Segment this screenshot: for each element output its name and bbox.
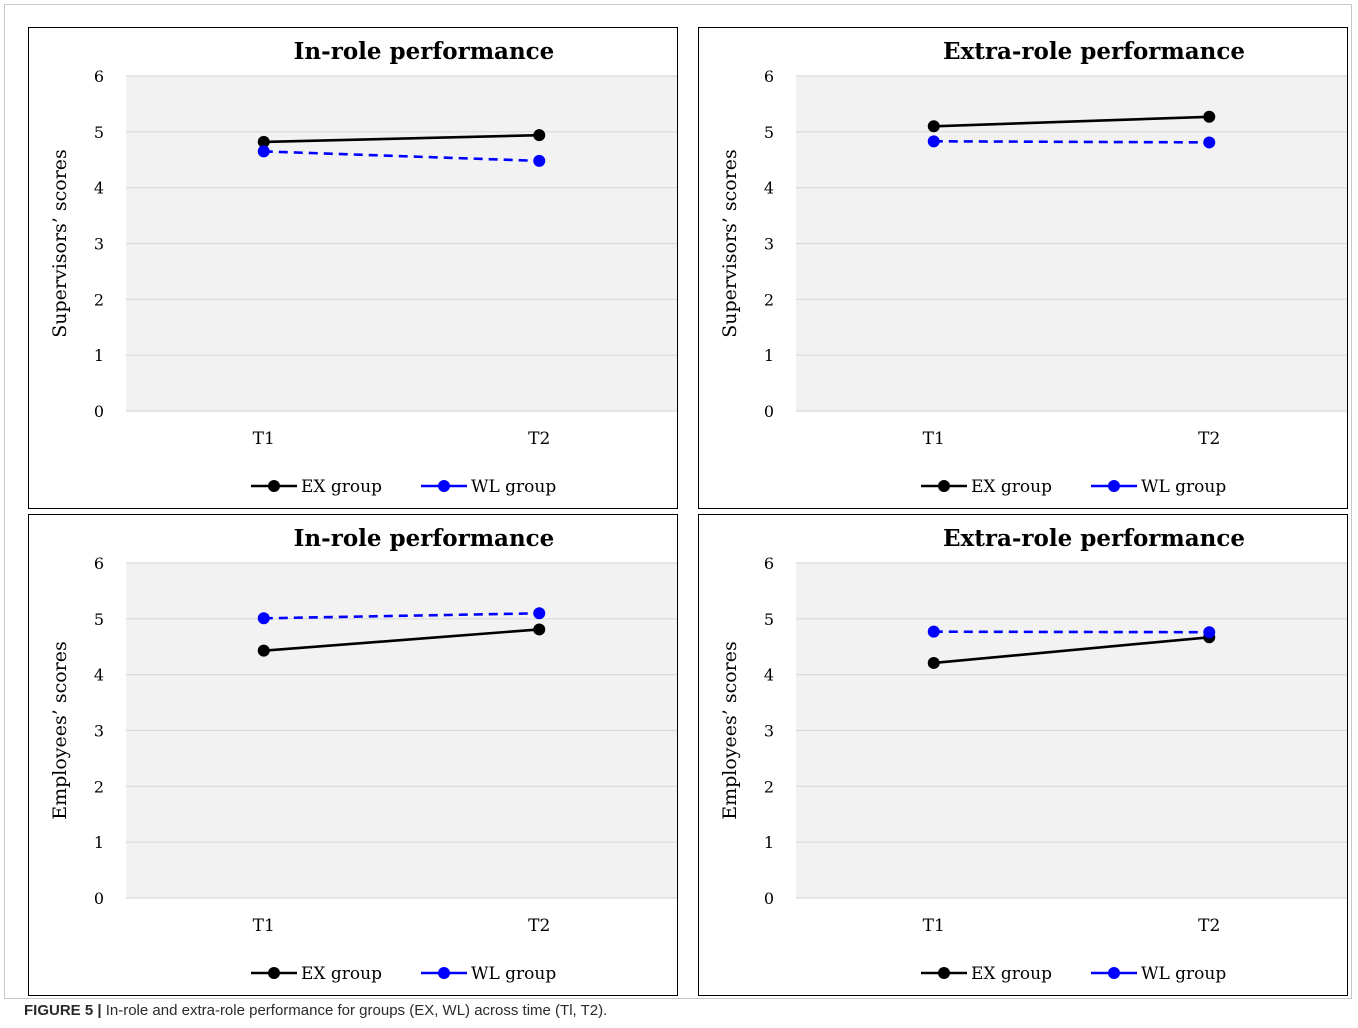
data-point: [533, 154, 546, 167]
y-tick-label: 1: [94, 833, 104, 852]
series-line: [263, 150, 540, 163]
chart-title: Extra-role performance: [943, 525, 1245, 552]
y-axis-label: Supervisors’ scores: [49, 149, 71, 338]
y-tick-label: 2: [764, 290, 774, 309]
y-tick-label: 5: [764, 610, 774, 629]
y-tick-label: 6: [764, 67, 774, 86]
chart-title: Extra-role performance: [943, 38, 1245, 65]
x-tick-label: T1: [923, 916, 945, 936]
data-point: [1203, 626, 1216, 639]
y-tick-label: 2: [94, 290, 104, 309]
y-axis-label: Employees’ scores: [719, 641, 741, 820]
data-point: [533, 129, 546, 142]
legend-label: WL group: [471, 477, 556, 497]
series-line: [263, 133, 540, 144]
data-point: [533, 607, 546, 620]
y-axis-label: Employees’ scores: [49, 641, 71, 820]
series-line: [263, 628, 540, 652]
y-tick-label: 2: [764, 777, 774, 796]
y-tick-label: 5: [94, 123, 104, 142]
data-point: [927, 135, 940, 148]
y-tick-label: 4: [764, 666, 774, 685]
line-chart: 0 1 2 3 4 5 6 T1 T2 Extra-role performance Employe…: [719, 525, 1347, 984]
legend-marker: [268, 967, 280, 979]
data-point: [257, 135, 270, 148]
legend-label: EX group: [971, 964, 1052, 984]
legend-label: WL group: [471, 964, 556, 984]
chart-title: In-role performance: [294, 38, 555, 65]
y-tick-label: 3: [764, 722, 774, 741]
x-tick-label: T2: [1198, 916, 1220, 936]
series-line: [263, 612, 540, 620]
y-tick-label: 0: [764, 889, 774, 908]
series-line: [933, 636, 1210, 665]
y-tick-label: 6: [94, 67, 104, 86]
x-tick-label: T1: [253, 916, 275, 936]
legend-label: EX group: [971, 477, 1052, 497]
y-tick-label: 1: [764, 346, 774, 365]
data-point: [927, 625, 940, 638]
series-line: [933, 140, 1210, 144]
figure-caption-text: In-role and extra-role performance for g…: [105, 1002, 608, 1019]
legend-label: WL group: [1141, 964, 1226, 984]
series-line: [933, 115, 1210, 128]
figure-caption: FIGURE 5 | In-role and extra-role perfor…: [24, 1002, 1344, 1019]
data-point: [533, 623, 546, 636]
legend-marker: [438, 480, 450, 492]
figure-label: FIGURE 5 |: [24, 1002, 102, 1019]
legend-label: WL group: [1141, 477, 1226, 497]
series-line: [933, 630, 1210, 634]
y-tick-label: 2: [94, 777, 104, 796]
line-chart: 0 1 2 3 4 5 6 T1 T2 In-role performance Employees’…: [49, 525, 677, 984]
chart-panel-supervisors-in-role: 0 1 2 3 4 5 6 T1 T2 In-role performance Supervisor…: [28, 27, 678, 509]
data-point: [257, 644, 270, 657]
legend-marker: [938, 480, 950, 492]
legend-marker: [438, 967, 450, 979]
y-tick-label: 4: [94, 666, 104, 685]
y-tick-label: 3: [94, 235, 104, 254]
data-point: [927, 656, 940, 669]
y-tick-label: 5: [764, 123, 774, 142]
y-tick-label: 4: [94, 179, 104, 198]
y-tick-label: 0: [94, 402, 104, 421]
chart-panel-employees-extra-role: 0 1 2 3 4 5 6 T1 T2 Extra-role performance Employe…: [698, 514, 1348, 996]
legend-label: EX group: [301, 477, 382, 497]
y-tick-label: 1: [764, 833, 774, 852]
y-tick-label: 3: [764, 235, 774, 254]
chart-panel-supervisors-extra-role: 0 1 2 3 4 5 6 T1 T2 Extra-role performance Supervi…: [698, 27, 1348, 509]
data-point: [1203, 110, 1216, 123]
chart-title: In-role performance: [294, 525, 555, 552]
line-chart: 0 1 2 3 4 5 6 T1 T2 In-role performance Supervisor…: [49, 38, 677, 497]
data-point: [927, 120, 940, 133]
y-tick-label: 3: [94, 722, 104, 741]
x-tick-label: T2: [1198, 429, 1220, 449]
data-point: [257, 612, 270, 625]
figure-frame: [4, 4, 1352, 999]
x-tick-label: T2: [528, 916, 550, 936]
legend-marker: [268, 480, 280, 492]
y-tick-label: 0: [764, 402, 774, 421]
y-tick-label: 5: [94, 610, 104, 629]
legend-label: EX group: [301, 964, 382, 984]
chart-panel-employees-in-role: 0 1 2 3 4 5 6 T1 T2 In-role performance Employees’…: [28, 514, 678, 996]
y-tick-label: 0: [94, 889, 104, 908]
legend-marker: [1108, 480, 1120, 492]
data-point: [1203, 136, 1216, 149]
x-tick-label: T1: [923, 429, 945, 449]
y-tick-label: 4: [764, 179, 774, 198]
y-axis-label: Supervisors’ scores: [719, 149, 741, 338]
y-tick-label: 6: [764, 554, 774, 573]
y-tick-label: 6: [94, 554, 104, 573]
y-tick-label: 1: [94, 346, 104, 365]
x-tick-label: T1: [253, 429, 275, 449]
legend-marker: [938, 967, 950, 979]
line-chart: 0 1 2 3 4 5 6 T1 T2 Extra-role performance Supervi…: [719, 38, 1347, 497]
x-tick-label: T2: [528, 429, 550, 449]
legend-marker: [1108, 967, 1120, 979]
data-point: [257, 145, 270, 158]
